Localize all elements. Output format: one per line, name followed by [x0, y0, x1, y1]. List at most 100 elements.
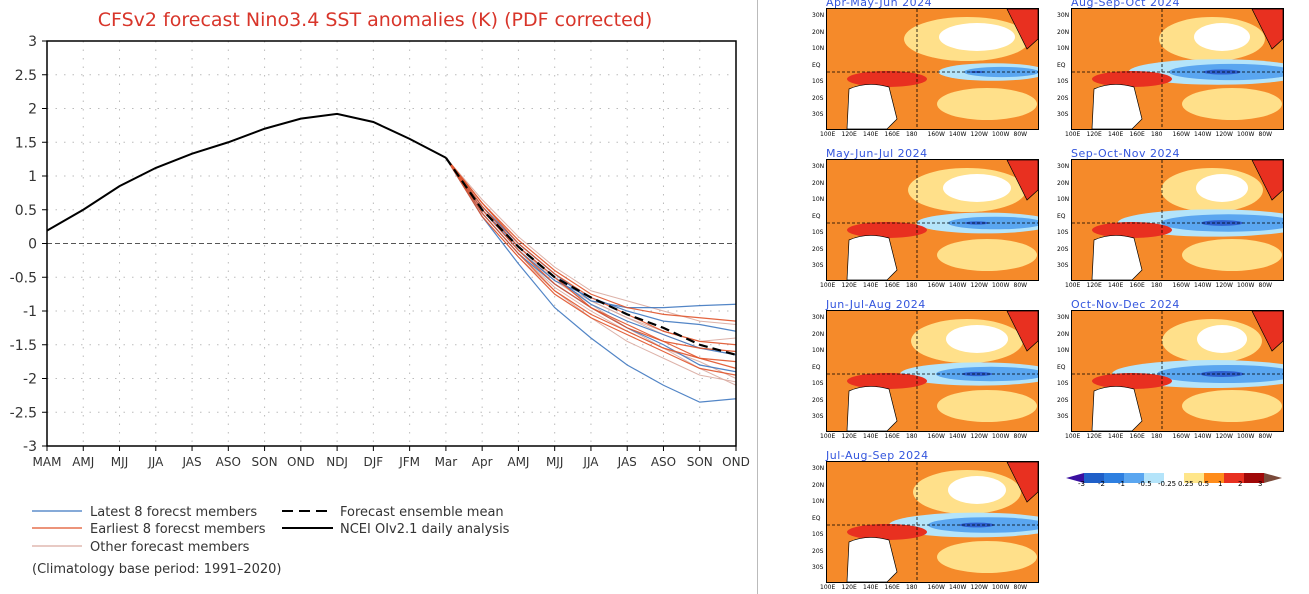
- x-axis: MAM AMJ MJJ JJA JAS ASO SON OND NDJ DJF JFM Mar Apr A…: [33, 446, 750, 469]
- lat-label: 30N: [1057, 12, 1070, 19]
- lon-label: 100W: [1237, 131, 1255, 138]
- colorbar-label: -2: [1098, 480, 1105, 488]
- mild-warm-area: [1182, 239, 1282, 271]
- lon-label: 180: [906, 131, 918, 138]
- sst-anomaly-map: [1071, 310, 1284, 432]
- lon-label: 160W: [927, 584, 945, 591]
- lon-label: 120W: [1215, 433, 1233, 440]
- mild-warm-area: [937, 541, 1037, 573]
- hot-area: [1092, 373, 1172, 389]
- map-field: [827, 462, 1038, 582]
- member-line-earliest: [445, 157, 737, 363]
- lon-label: 180: [906, 282, 918, 289]
- x-tick-label: OND: [287, 455, 315, 469]
- lat-label: 30N: [1057, 163, 1070, 170]
- lon-label: 120W: [970, 433, 988, 440]
- lon-label: 120W: [1215, 282, 1233, 289]
- lon-label: 160E: [1129, 282, 1145, 289]
- colorbar-arrow-low: [1066, 473, 1084, 483]
- lat-label: 30N: [812, 465, 825, 472]
- cold-tongue: [964, 66, 1038, 78]
- colorbar-swatch: [1104, 473, 1124, 483]
- lat-label: 20S: [1057, 94, 1069, 102]
- americas-land: [1006, 462, 1038, 503]
- hot-area: [847, 222, 927, 238]
- colorbar: [1066, 473, 1282, 483]
- lat-label: 30S: [812, 413, 824, 420]
- colorbar-label: -3: [1078, 480, 1085, 488]
- lon-label: 100E: [820, 584, 836, 591]
- lon-label: 140E: [863, 584, 879, 591]
- y-tick-label: -1: [23, 304, 37, 320]
- map-title: Sep-Oct-Nov 2024: [1071, 147, 1180, 160]
- ensemble-mean-line: [444, 157, 737, 356]
- colorbar-swatch: [1084, 473, 1104, 483]
- lat-label: 30S: [812, 262, 824, 269]
- australia-land: [1091, 235, 1143, 280]
- lat-label: EQ: [812, 61, 821, 69]
- lon-label: 160E: [884, 131, 900, 138]
- plot-frame: [46, 40, 737, 447]
- colorbar-swatch: [1204, 473, 1224, 483]
- lon-label: 140W: [949, 282, 967, 289]
- colorbar-label: 3: [1258, 480, 1263, 488]
- chart-title: CFSv2 forecast Nino3.4 SST anomalies (K)…: [98, 9, 652, 31]
- lat-label: 10N: [812, 196, 825, 203]
- x-tick-label: JAS: [617, 455, 637, 469]
- lon-label: 100E: [1065, 131, 1081, 138]
- lat-label: EQ: [1057, 61, 1066, 69]
- lat-label: 20S: [812, 547, 824, 555]
- lat-label: 10S: [1057, 78, 1069, 85]
- lat-label: EQ: [1057, 363, 1066, 371]
- lat-label: 10N: [1057, 196, 1070, 203]
- hot-area: [1092, 222, 1172, 238]
- lat-label: 10S: [812, 531, 824, 538]
- lon-label: 120W: [1215, 131, 1233, 138]
- sst-map-panel: Jun-Jul-Aug 2024 30N 20N 10N EQ 10S 20S 30S 100E…: [810, 298, 1050, 452]
- colorbar-label: -1: [1118, 480, 1125, 488]
- lon-label: 160W: [1172, 433, 1190, 440]
- lon-label: 120E: [841, 433, 857, 440]
- australia-land: [846, 537, 898, 582]
- lon-label: 100E: [1065, 282, 1081, 289]
- australia-land: [1091, 84, 1143, 129]
- lon-label: 100W: [992, 433, 1010, 440]
- mild-warm-area: [1182, 390, 1282, 422]
- lon-label: 80W: [1258, 131, 1273, 138]
- sst-map-panel: Jul-Aug-Sep 2024 30N 20N 10N EQ 10S 20S 30S 100E…: [810, 449, 1050, 594]
- y-tick-label: 0: [28, 237, 37, 253]
- lon-label: 160E: [884, 433, 900, 440]
- y-tick-label: -2.5: [10, 405, 37, 421]
- neutral-area: [943, 174, 1011, 202]
- lat-label: EQ: [812, 514, 821, 522]
- y-tick-label: -3: [23, 439, 37, 455]
- lon-label: 140E: [863, 282, 879, 289]
- lat-label: 20N: [1057, 179, 1070, 187]
- map-field: [1072, 9, 1283, 129]
- lat-label: 20N: [812, 481, 825, 489]
- colorbar-swatch: [1144, 473, 1164, 483]
- lat-label: 10N: [812, 45, 825, 52]
- lat-label: 20N: [1057, 330, 1070, 338]
- lon-label: 120E: [1086, 131, 1102, 138]
- lat-label: 30S: [812, 111, 824, 118]
- x-tick-label: AMJ: [72, 455, 94, 469]
- neutral-area: [1194, 23, 1250, 51]
- lat-label: 30S: [1057, 262, 1069, 269]
- x-tick-label: ASO: [216, 455, 241, 469]
- y-tick-label: -2: [23, 372, 37, 388]
- map-field: [1072, 311, 1283, 431]
- lon-label: 140W: [949, 433, 967, 440]
- map-title: May-Jun-Jul 2024: [826, 147, 928, 160]
- lon-label: 160W: [927, 433, 945, 440]
- americas-land: [1251, 311, 1283, 352]
- x-tick-label: JJA: [582, 455, 599, 469]
- lon-label: 120W: [970, 131, 988, 138]
- hot-area: [847, 524, 927, 540]
- lat-label: 20N: [1057, 28, 1070, 36]
- lon-label: 160E: [1129, 131, 1145, 138]
- map-field: [1072, 160, 1283, 280]
- colorbar-label: 2: [1238, 480, 1243, 488]
- lat-label: EQ: [1057, 212, 1066, 220]
- lat-label: EQ: [812, 212, 821, 220]
